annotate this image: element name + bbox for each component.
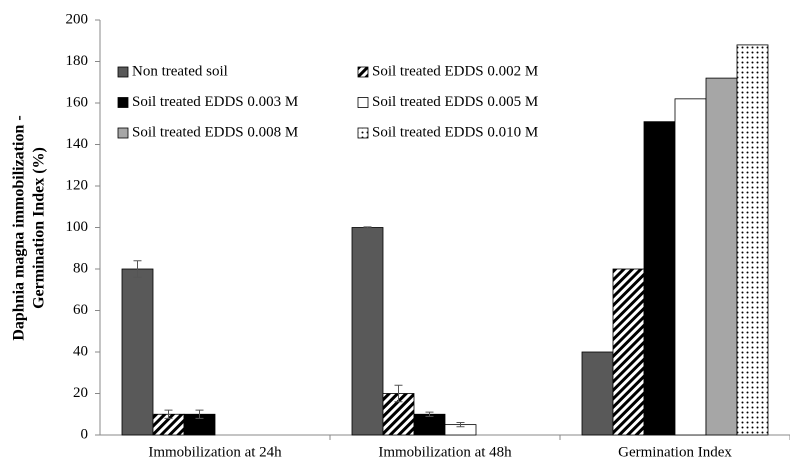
y-tick-label: 40 [73, 343, 88, 359]
legend-swatch [117, 127, 129, 139]
legend-label: Soil treated EDDS 0.003 M [132, 94, 298, 110]
bar [705, 77, 738, 436]
error-bar [456, 422, 465, 428]
error-bar [363, 226, 372, 229]
y-tick-label: 20 [73, 385, 88, 401]
error-bar [195, 409, 204, 419]
y-tick-label: 180 [66, 53, 89, 69]
legend-swatch [357, 97, 369, 108]
error-bar [133, 260, 142, 278]
y-tick-label: 60 [73, 302, 88, 318]
legend-swatch [357, 66, 369, 78]
error-bar [425, 411, 434, 417]
y-label-line: Germination Index (%) [31, 147, 48, 309]
bar [674, 98, 707, 436]
legend-label: Soil treated EDDS 0.008 M [132, 124, 298, 140]
y-tick-label: 0 [81, 426, 89, 442]
legend-label: Soil treated EDDS 0.002 M [372, 63, 538, 79]
legend-label: Soil treated EDDS 0.005 M [372, 94, 538, 110]
x-tick-label: Germination Index [618, 444, 732, 460]
y-axis-label: Daphnia magna immobilization - Germinati… [11, 115, 48, 340]
bar [351, 227, 384, 436]
y-tick-label: 80 [73, 260, 88, 276]
y-label-line: Daphnia magna immobilization - [11, 115, 28, 340]
error-bar [164, 409, 173, 419]
bar [581, 351, 614, 436]
bar [736, 44, 769, 436]
y-tick-label: 140 [66, 136, 89, 152]
legend-label: Non treated soil [132, 63, 228, 79]
y-tick-label: 100 [66, 219, 89, 235]
bar [612, 268, 645, 436]
y-tick-label: 120 [66, 177, 89, 193]
legend-swatch [117, 97, 129, 108]
y-tick-label: 160 [66, 94, 89, 110]
error-bar [394, 384, 403, 403]
x-tick-label: Immobilization at 24h [148, 444, 282, 460]
bar [413, 413, 446, 436]
bar [643, 121, 676, 436]
legend-label: Soil treated EDDS 0.010 M [372, 124, 538, 140]
legend-swatch [357, 127, 369, 139]
bar [121, 268, 154, 436]
legend-swatch [117, 66, 129, 78]
x-tick-label: Immobilization at 48h [378, 444, 512, 460]
y-tick-label: 200 [66, 11, 89, 27]
